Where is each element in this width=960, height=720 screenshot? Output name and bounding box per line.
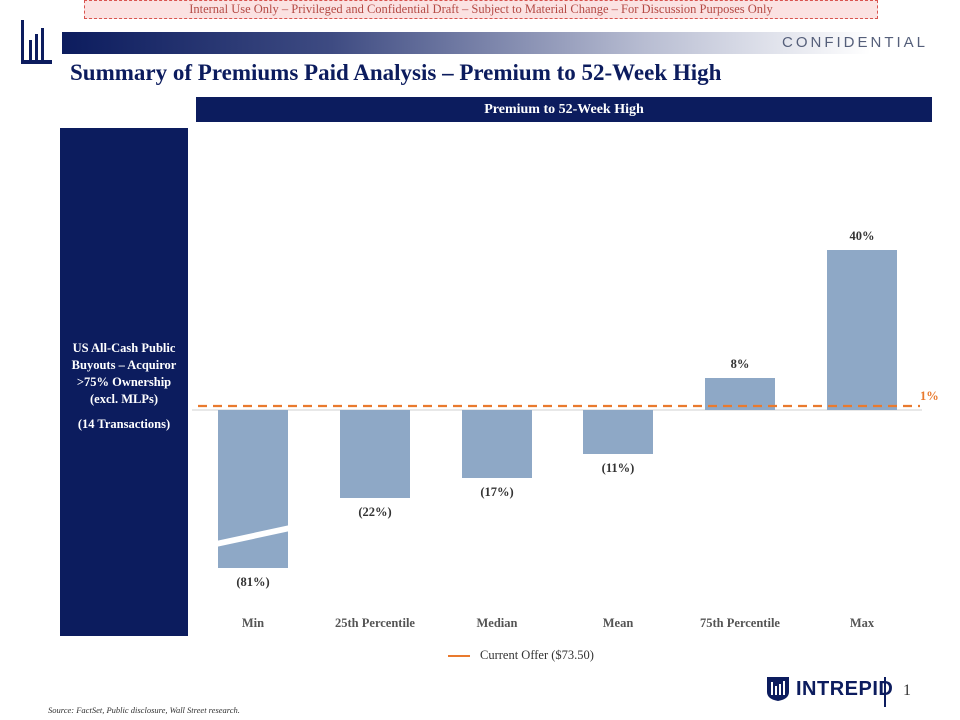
category-label-min: Min bbox=[242, 616, 264, 630]
draft-banner: Internal Use Only – Privileged and Confi… bbox=[84, 0, 878, 19]
brand-name: INTREPID bbox=[796, 677, 894, 700]
page-title: Summary of Premiums Paid Analysis – Prem… bbox=[70, 60, 722, 85]
category-label-mean: Mean bbox=[603, 616, 634, 630]
value-label-min: (81%) bbox=[236, 575, 269, 589]
brand-logo: INTREPID bbox=[766, 676, 893, 702]
bar-min bbox=[218, 410, 288, 568]
value-label-max: 40% bbox=[850, 229, 875, 243]
value-label-mean: (11%) bbox=[602, 461, 635, 475]
category-label-75th-percentile: 75th Percentile bbox=[700, 616, 780, 630]
value-label-median: (17%) bbox=[480, 485, 513, 499]
value-label-75th-percentile: 8% bbox=[731, 357, 750, 371]
category-label-median: Median bbox=[477, 616, 518, 630]
page-number: 1 bbox=[903, 682, 911, 699]
category-label-25th-percentile: 25th Percentile bbox=[335, 616, 415, 630]
source-note: Source: FactSet, Public disclosure, Wall… bbox=[48, 705, 240, 715]
bar-max bbox=[827, 250, 897, 410]
bar-median bbox=[462, 410, 532, 478]
header-gradient-bar bbox=[62, 32, 960, 54]
brand-shield-icon bbox=[767, 677, 789, 701]
bar-25th-percentile bbox=[340, 410, 410, 498]
legend-label: Current Offer ($73.50) bbox=[480, 648, 594, 662]
axis-break-min bbox=[216, 525, 290, 547]
legend: Current Offer ($73.50) bbox=[448, 648, 594, 663]
side-panel-text: US All-Cash Public Buyouts – Acquiror >7… bbox=[60, 340, 188, 433]
side-panel-sublabel: (14 Transactions) bbox=[77, 417, 171, 431]
side-panel-label: US All-Cash Public Buyouts – Acquiror >7… bbox=[71, 341, 177, 406]
confidential-label: CONFIDENTIAL bbox=[781, 34, 928, 51]
intrepid-logo-icon bbox=[21, 20, 52, 64]
side-panel: US All-Cash Public Buyouts – Acquiror >7… bbox=[60, 128, 188, 636]
legend-line-swatch bbox=[448, 654, 470, 657]
reference-line-label: 1% bbox=[920, 389, 939, 403]
brand-divider bbox=[884, 677, 886, 707]
chart-title: Premium to 52-Week High bbox=[196, 97, 932, 122]
bar-mean bbox=[583, 410, 653, 454]
value-label-25th-percentile: (22%) bbox=[358, 505, 391, 519]
category-label-max: Max bbox=[850, 616, 875, 630]
bar-75th-percentile bbox=[705, 378, 775, 410]
